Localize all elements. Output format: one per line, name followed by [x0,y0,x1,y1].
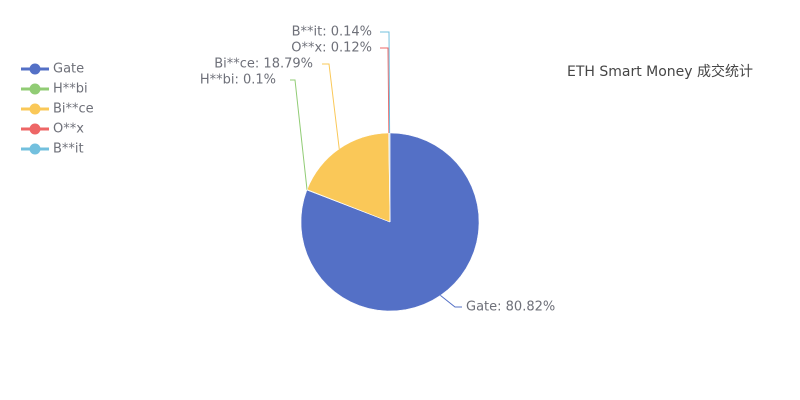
data-label: H**bi: 0.1% [200,73,276,88]
leader-line [322,63,340,149]
legend-label: H**bi [53,82,88,97]
leader-line [380,31,391,134]
leader-line [380,47,390,134]
legend-label: O**x [53,122,84,137]
pie-slice [306,132,391,223]
data-label: O**x: 0.12% [291,41,372,56]
legend-marker [29,83,41,95]
legend-marker [29,63,41,75]
data-label: Bi**ce: 18.79% [214,57,313,72]
data-label: B**it: 0.14% [292,25,372,40]
legend-marker [29,103,41,115]
leader-line [290,79,308,190]
data-label: Gate: 80.82% [466,300,555,315]
leader-line [440,294,462,308]
legend-label: Gate [53,62,84,77]
legend-marker [29,143,41,155]
legend-label: B**it [53,142,84,157]
chart-title: ETH Smart Money 成交统计 [567,63,753,80]
legend-marker [29,123,41,135]
legend-label: Bi**ce [53,102,94,117]
